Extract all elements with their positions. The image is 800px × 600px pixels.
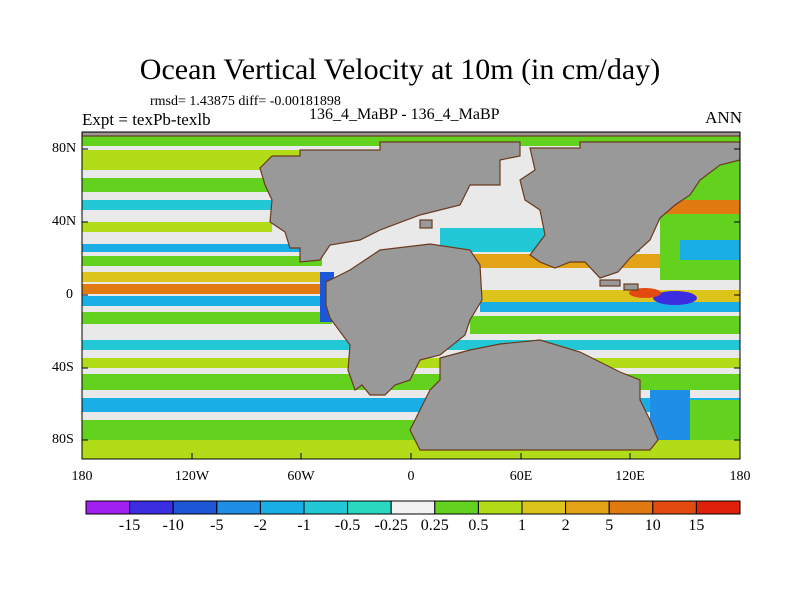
stats-text: rmsd= 1.43875 diff= -0.00181898	[150, 94, 341, 109]
colorbar-box	[85, 500, 131, 515]
axis-ticks	[81, 148, 741, 459]
map-title: Ocean Vertical Velocity at 10m (in cm/da…	[139, 53, 661, 86]
field-band-north-pacific-1	[82, 178, 292, 192]
experiment-label: Expt = texPb-texlb	[82, 110, 211, 129]
colorbar-label: 0.5	[468, 517, 489, 534]
field-band-west-coast	[650, 390, 690, 440]
field-hotspot-negative	[653, 291, 697, 305]
lon-label-60w: 60W	[287, 469, 315, 484]
season-label: ANN	[705, 108, 742, 127]
field-band-east-tropical	[470, 316, 740, 334]
field-band-north-pacific-2	[82, 200, 282, 210]
colorbar-box	[129, 500, 174, 515]
land-small-island-1	[599, 279, 621, 287]
colorbar-box	[390, 500, 436, 515]
field-band-east-equatorial-2	[480, 302, 740, 312]
lon-label-60e: 60E	[509, 469, 533, 484]
colorbar-label: 10	[644, 517, 661, 534]
colorbar-box	[347, 500, 392, 515]
field-band-east-equatorial-1	[470, 290, 740, 302]
colorbar-label: 2	[561, 517, 570, 534]
land-pole-north	[82, 132, 740, 137]
field-band-west-coast-2	[690, 400, 740, 420]
colorbar-box	[608, 500, 654, 515]
field-band-equator-north	[82, 272, 332, 282]
land-south-continent	[409, 339, 659, 451]
colorbar	[85, 500, 741, 515]
colorbar-box	[216, 500, 261, 515]
lon-label-180-right: 180	[729, 469, 751, 484]
lat-label-80n: 80N	[52, 141, 77, 156]
colorbar-label: -1	[297, 517, 311, 534]
field-band-east-pacific-2	[660, 200, 740, 214]
field-band-equator-south	[82, 296, 332, 306]
colorbar-label: -2	[253, 517, 268, 534]
field-band-equator	[82, 284, 332, 294]
lon-label-120w: 120W	[174, 469, 210, 484]
land-small-island-2	[623, 283, 639, 291]
colorbar-label: 15	[688, 517, 705, 534]
colorbar-label: 0.25	[420, 517, 449, 534]
lat-label-0: 0	[66, 287, 73, 302]
colorbar-box	[477, 500, 523, 515]
land	[82, 132, 740, 451]
colorbar-label: -5	[210, 517, 224, 534]
colorbar-box	[521, 500, 567, 515]
colorbar-box	[434, 500, 479, 515]
colorbar-label: -10	[162, 517, 184, 534]
lon-label-180: 180	[71, 469, 93, 484]
field-band-south-tropical	[82, 312, 332, 324]
land-western-continent-north	[259, 141, 521, 263]
land-small-island-3	[419, 219, 433, 229]
field-band-subtropical-1	[82, 244, 322, 252]
field-band-east-pacific-3	[680, 240, 740, 260]
lon-label-0: 0	[407, 469, 415, 484]
colorbar-box	[695, 500, 741, 515]
field-band-north-pacific-3	[82, 222, 272, 232]
map-plot-area	[82, 132, 740, 459]
colorbar-box	[259, 500, 305, 515]
lon-label-120e: 120E	[615, 469, 645, 484]
colorbar-label: 1	[518, 517, 526, 534]
colorbar-box	[652, 500, 697, 515]
colorbar-box	[172, 500, 218, 515]
land-western-continent-south	[325, 243, 483, 396]
lat-label-40s: 40S	[52, 360, 74, 375]
colorbar-label: 5	[605, 517, 614, 534]
case-label: 136_4_MaBP - 136_4_MaBP	[309, 106, 500, 123]
colorbar-label: -0.25	[374, 517, 408, 534]
land-eastern-continent-north	[519, 141, 740, 279]
lat-label-80s: 80S	[52, 432, 74, 447]
colorbar-box	[565, 500, 610, 515]
colorbar-box	[303, 500, 349, 515]
lat-label-40n: 40N	[52, 214, 77, 229]
colorbar-label: -0.5	[334, 517, 361, 534]
colorbar-label: -15	[118, 517, 141, 534]
field-band-subtropical-2	[82, 256, 322, 266]
